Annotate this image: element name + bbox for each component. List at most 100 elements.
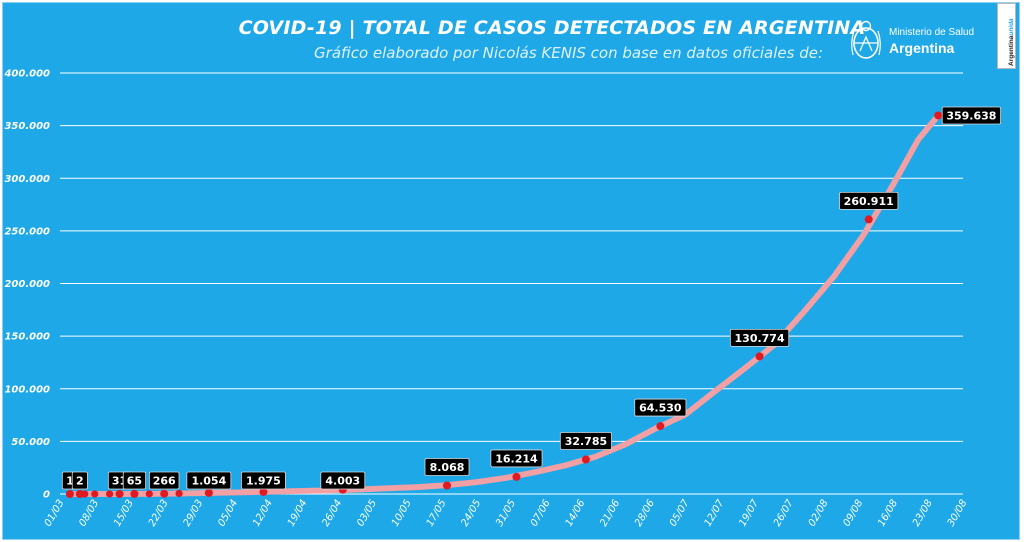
highlight-point (145, 490, 153, 498)
ministry-name: Ministerio de Salud (889, 27, 975, 38)
series-point (87, 491, 93, 497)
x-tick-label: 12/04 (251, 498, 275, 528)
x-tick-label: 03/05 (355, 498, 379, 528)
data-label-box (634, 398, 687, 417)
labelled-point (259, 487, 268, 496)
x-tick-label: 21/06 (598, 498, 622, 528)
labelled-point (65, 489, 74, 498)
x-tick-label: 26/04 (321, 498, 345, 528)
data-label-box (559, 432, 612, 450)
series-point (102, 491, 108, 497)
highlight-point (91, 490, 99, 498)
highlight-point (106, 490, 114, 498)
x-tick-label: 14/06 (564, 498, 588, 528)
x-tick-label: 24/05 (459, 498, 483, 528)
argentina-seal-icon (851, 20, 881, 59)
x-tick-label: 15/03 (112, 498, 136, 528)
data-labels: 1 2 31 65 266 1.054 1.975 4.0038.06816.21432.78… (61, 106, 1001, 490)
labelled-point (130, 489, 139, 498)
highlight-point (175, 489, 183, 498)
ministry-logo: Ministerio de Salud Argentina (845, 15, 995, 67)
chart-title: COVID-19 | TOTAL DE CASOS DETECTADOS EN … (238, 17, 866, 39)
data-label: 65 (122, 471, 147, 490)
y-tick-label: 50.000 (11, 437, 50, 448)
data-label: 359.638 (941, 106, 1001, 125)
x-tick-label: 08/03 (77, 498, 101, 528)
data-label: 2 (71, 471, 88, 490)
data-label: 64.530 (634, 398, 687, 417)
data-label-text: 32.785 (565, 435, 607, 448)
x-tick-label: 23/08 (911, 498, 935, 528)
labelled-point (864, 215, 873, 224)
series-point (236, 489, 242, 495)
series-point (623, 441, 629, 447)
data-label-box (839, 191, 899, 210)
line-chart: 0 50.000 100.000 150.000 200.000 250.000 300.0… (3, 69, 1001, 528)
y-tick-label: 200.000 (4, 279, 50, 290)
data-label-box (490, 449, 543, 468)
x-tick-label: 22/03 (147, 498, 171, 528)
y-tick-label: 0 (43, 490, 50, 501)
argentina-unida-badge: Argentinaunida (997, 3, 1016, 69)
x-tick-label: 07/06 (529, 498, 553, 528)
y-tick-label: 350.000 (4, 121, 50, 132)
ministry-country: Argentina (889, 40, 955, 56)
series-point (503, 475, 510, 481)
x-tick-label: 19/07 (737, 497, 761, 528)
series-point (474, 479, 480, 485)
series-point (563, 462, 569, 468)
y-tick-label: 150.000 (4, 332, 50, 343)
labelled-point (934, 111, 943, 120)
data-label-box (320, 471, 366, 490)
series-point (593, 453, 599, 460)
data-points (65, 111, 943, 498)
data-label-text: 4.003 (325, 475, 360, 488)
data-label: 130.774 (729, 328, 790, 347)
badge-text-accent: unida (1008, 18, 1015, 36)
series-point (295, 488, 301, 494)
labelled-point (115, 489, 124, 498)
chart-subtitle: Gráfico elaborado por Nicolás KENIS con … (314, 44, 823, 62)
x-tick-label: 02/08 (807, 498, 831, 528)
x-tick-label: 09/08 (841, 498, 865, 528)
data-label-text: 130.774 (735, 332, 785, 345)
x-tick-label: 31/05 (494, 498, 518, 528)
data-label: 32.785 (559, 432, 612, 450)
labelled-point (581, 455, 590, 464)
data-label-text: 16.214 (495, 452, 538, 465)
x-tick-label: 16/08 (876, 498, 900, 528)
grid-lines (60, 72, 963, 495)
series-point (890, 181, 897, 187)
series-point (712, 388, 718, 394)
data-label: 8.068 (424, 458, 470, 476)
labelled-point (512, 472, 521, 481)
x-tick-label: 05/07 (668, 497, 692, 528)
data-label-box (122, 471, 147, 490)
y-tick-label: 250.000 (4, 226, 50, 237)
y-tick-label: 100.000 (4, 384, 50, 395)
series-point (861, 231, 867, 238)
data-label-text: 8.068 (430, 461, 465, 474)
data-label: 4.003 (320, 471, 366, 490)
x-tick-label: 29/03 (182, 498, 206, 528)
x-tick-label: 28/06 (633, 498, 657, 528)
series-point (533, 469, 539, 475)
y-tick-label: 300.000 (4, 174, 50, 185)
y-tick-label: 400.000 (3, 69, 50, 80)
x-tick-label: 30/08 (946, 498, 970, 528)
data-label-text: 64.530 (639, 402, 682, 415)
labelled-point (443, 481, 451, 490)
data-label: 1.975 (241, 471, 286, 490)
data-label-text: 1.975 (246, 475, 281, 488)
data-label-box (148, 471, 180, 490)
data-label-text: 65 (127, 475, 142, 488)
series-point (801, 308, 807, 315)
data-label: 1.054 (186, 471, 232, 490)
series-point (831, 273, 837, 280)
data-label-box (71, 471, 88, 490)
data-label: 16.214 (490, 449, 543, 468)
x-tick-label: 05/04 (216, 498, 240, 528)
data-label-text: 359.638 (946, 109, 996, 122)
series-point (191, 490, 197, 496)
data-label: 260.911 (839, 191, 899, 210)
